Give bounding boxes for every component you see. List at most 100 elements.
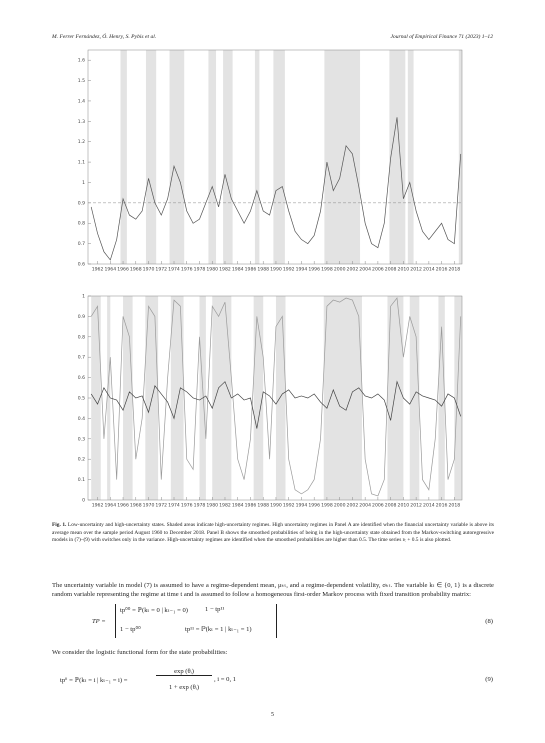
y-tick-label: 0.6 (78, 262, 85, 268)
x-tick-label: 1966 (117, 503, 129, 509)
x-tick-label: 1996 (308, 503, 320, 509)
x-tick-label: 1986 (245, 267, 257, 273)
x-tick-label: 1988 (257, 503, 269, 509)
x-tick-label: 2002 (347, 267, 359, 273)
plot-frame (87, 49, 463, 265)
x-tick-label: 1964 (104, 267, 116, 273)
x-tick-label: 1978 (194, 503, 206, 509)
shaded-region (145, 50, 157, 264)
x-tick-label: 1968 (130, 267, 142, 273)
page-number: 5 (271, 712, 274, 718)
shaded-region (324, 50, 361, 264)
y-tick-label: 0.4 (78, 416, 85, 422)
x-tick-label: 1992 (283, 267, 295, 273)
eq9-den: 1 + exp (θᵢ) (168, 684, 200, 691)
shaded-region (169, 50, 185, 264)
x-tick-label: 1976 (181, 503, 193, 509)
x-tick-label: 2008 (385, 267, 397, 273)
x-tick-label: 1968 (130, 503, 142, 509)
eq8-lhs: TP = (92, 618, 106, 625)
eq8-a12: 1 − tp¹¹ (205, 606, 225, 613)
eq8-number: (8) (485, 618, 493, 625)
shaded-region (438, 296, 445, 500)
x-tick-label: 2012 (410, 267, 422, 273)
x-tick-label: 1962 (92, 503, 104, 509)
x-tick-label: 1980 (206, 503, 218, 509)
shaded-region (407, 50, 414, 264)
x-tick-label: 2014 (423, 503, 435, 509)
eq9-number: (9) (485, 676, 493, 683)
shaded-region (409, 296, 420, 500)
shaded-region (208, 50, 217, 264)
x-tick-label: 1962 (92, 267, 104, 273)
x-tick-label: 1996 (308, 267, 320, 273)
shaded-region (170, 296, 184, 500)
shaded-region (323, 296, 362, 500)
x-tick-label: 1980 (206, 267, 218, 273)
x-tick-label: 1984 (232, 503, 244, 509)
x-tick-label: 1972 (155, 267, 167, 273)
y-tick-label: 1.2 (78, 139, 85, 145)
x-tick-label: 1970 (143, 503, 155, 509)
eq9-lhs: tpⁱⁱ = ℙ(kₜ = i | kₜ₋₁ = i) = (60, 677, 128, 684)
x-tick-label: 1986 (245, 503, 257, 509)
x-tick-label: 2016 (436, 267, 448, 273)
shaded-region (254, 50, 260, 264)
x-tick-label: 1994 (296, 503, 308, 509)
x-tick-label: 2004 (359, 503, 371, 509)
y-tick-label: 0.1 (78, 477, 85, 483)
x-tick-label: 1994 (296, 267, 308, 273)
x-tick-label: 1972 (155, 503, 167, 509)
x-tick-label: 1998 (321, 267, 333, 273)
series-line (90, 297, 462, 497)
y-tick-label: 0 (82, 498, 85, 504)
shaded-region (253, 296, 264, 500)
x-tick-label: 2002 (347, 503, 359, 509)
shaded-region (212, 296, 232, 500)
shaded-region (273, 50, 285, 264)
y-tick-label: 1.3 (78, 119, 85, 125)
eq8-a11: tp⁰⁰ = ℙ(kₜ = 0 | kₜ₋₁ = 0) (120, 607, 188, 614)
x-tick-label: 2008 (385, 503, 397, 509)
shaded-region (91, 296, 101, 500)
x-tick-label: 1982 (219, 267, 231, 273)
shaded-region (107, 296, 111, 500)
x-tick-label: 2012 (410, 503, 422, 509)
x-tick-label: 1982 (219, 503, 231, 509)
caption-text: Low-uncertainty and high-uncertainty sta… (52, 522, 494, 544)
eq9-tail: , i = 0, 1 (214, 676, 237, 683)
x-tick-label: 1988 (257, 267, 269, 273)
x-tick-label: 1974 (168, 503, 180, 509)
x-tick-label: 1998 (321, 503, 333, 509)
y-tick-label: 1.5 (78, 78, 85, 84)
y-tick-label: 0.8 (78, 334, 85, 340)
shaded-region (275, 296, 286, 500)
plot-frame (87, 295, 463, 501)
x-tick-label: 2010 (398, 267, 410, 273)
x-tick-label: 2018 (449, 503, 461, 509)
x-tick-label: 1970 (143, 267, 155, 273)
caption-label: Fig. 1. (52, 522, 67, 528)
x-tick-label: 2010 (398, 503, 410, 509)
eq9-num: exp (θᵢ) (156, 668, 212, 676)
shaded-region (120, 50, 127, 264)
x-tick-label: 2004 (359, 267, 371, 273)
x-tick-label: 2006 (372, 267, 384, 273)
y-tick-label: 0.7 (78, 241, 85, 247)
eq8-a22: tp¹¹ = ℙ(kₜ = 1 | kₜ₋₁ = 1) (185, 626, 252, 633)
y-tick-label: 0.5 (78, 396, 85, 402)
x-tick-label: 1992 (283, 503, 295, 509)
eq8-a21: 1 − tp⁰⁰ (120, 626, 141, 633)
y-tick-label: 1.1 (78, 160, 85, 166)
x-tick-label: 2018 (449, 267, 461, 273)
y-tick-label: 0.9 (78, 200, 85, 206)
x-tick-label: 2006 (372, 503, 384, 509)
header-journal: Journal of Empirical Finance 71 (2023) 1… (390, 34, 493, 40)
shaded-region (223, 50, 233, 264)
x-tick-label: 1964 (104, 503, 116, 509)
x-tick-label: 2000 (334, 503, 346, 509)
y-tick-label: 0.3 (78, 436, 85, 442)
paragraph: The uncertainty variable in model (7) is… (52, 582, 494, 599)
x-tick-label: 1990 (270, 267, 282, 273)
x-tick-label: 2014 (423, 267, 435, 273)
